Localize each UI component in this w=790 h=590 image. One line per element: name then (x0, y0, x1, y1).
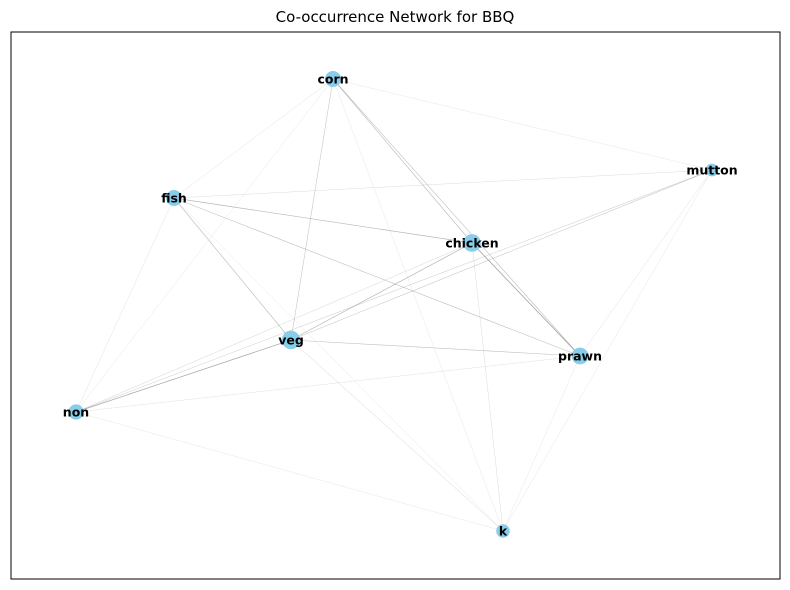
label-layer: corn mutton fish chicken veg prawn non k (63, 72, 738, 539)
edge-fish-mutton (173, 169, 713, 199)
edge-veg-prawn (290, 339, 581, 357)
edge-chicken-k (471, 242, 504, 532)
node-label-veg: veg (278, 333, 304, 348)
edge-prawn-k (502, 355, 581, 532)
node-veg (281, 330, 301, 350)
node-label-k: k (499, 524, 508, 539)
edge-mutton-k (502, 169, 713, 532)
edge-corn-chicken (332, 78, 473, 244)
chart-title: Co-occurrence Network for BBQ (275, 8, 515, 26)
edge-corn-mutton (332, 78, 713, 171)
edge-corn-prawn (332, 78, 581, 357)
edge-non-k (75, 411, 504, 532)
edge-chicken-prawn (471, 242, 581, 357)
node-corn (325, 71, 341, 87)
node-label-corn: corn (317, 72, 348, 87)
node-label-chicken: chicken (445, 236, 498, 251)
edge-fish-chicken (173, 197, 473, 244)
node-layer (68, 71, 719, 538)
node-label-non: non (63, 405, 89, 420)
edge-chicken-veg (290, 242, 473, 341)
edge-chicken-non (75, 242, 473, 413)
edge-mutton-prawn (579, 169, 713, 357)
edge-layer (75, 78, 713, 532)
edge-fish-veg (173, 197, 292, 341)
node-fish (166, 190, 182, 206)
edge-fish-k (173, 197, 504, 532)
edge-mutton-non (75, 169, 713, 413)
node-label-fish: fish (161, 191, 187, 206)
edge-veg-non (75, 339, 292, 413)
edge-mutton-veg (290, 169, 713, 341)
edge-corn-k (332, 78, 504, 532)
edge-veg-k (290, 339, 504, 532)
edge-corn-fish (173, 78, 334, 199)
node-label-prawn: prawn (558, 349, 602, 364)
edge-corn-veg (290, 78, 334, 341)
edge-fish-prawn (173, 197, 581, 357)
edge-corn-non (75, 78, 334, 413)
node-k (496, 524, 510, 538)
plot-frame (10, 31, 781, 580)
node-chicken (463, 234, 481, 252)
edge-prawn-non (75, 355, 581, 413)
node-mutton (705, 163, 719, 177)
node-label-mutton: mutton (686, 163, 737, 178)
node-non (68, 404, 84, 420)
node-prawn (571, 347, 589, 365)
edge-fish-non (75, 197, 175, 413)
